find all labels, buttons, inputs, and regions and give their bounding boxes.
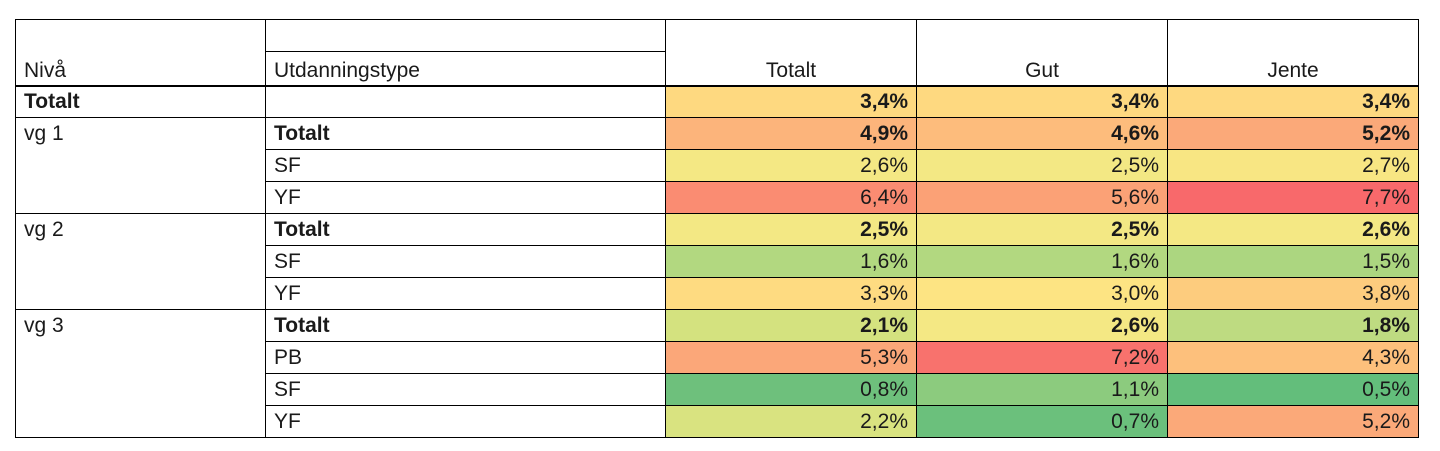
table-row: Totalt 3,4% 3,4% 3,4%	[15, 85, 1419, 118]
cell-totalt: 2,1%	[665, 309, 917, 342]
cell-totalt: 6,4%	[665, 181, 917, 214]
cell-level: Totalt	[15, 85, 266, 118]
header-spacer-level	[15, 19, 266, 52]
cell-totalt: 4,9%	[665, 117, 917, 150]
table-body: Totalt 3,4% 3,4% 3,4% vg 1 Totalt 4,9% 4,6% 5,2%…	[15, 85, 1419, 438]
cell-level	[15, 181, 266, 214]
cell-gut: 2,6%	[916, 309, 1168, 342]
cell-gut: 0,7%	[916, 405, 1168, 438]
cell-totalt: 2,2%	[665, 405, 917, 438]
cell-jente: 3,4%	[1167, 85, 1419, 118]
cell-totalt: 1,6%	[665, 245, 917, 278]
table-row: SF 2,6% 2,5% 2,7%	[15, 149, 1419, 182]
cell-jente: 2,7%	[1167, 149, 1419, 182]
cell-level: vg 1	[15, 117, 266, 150]
cell-jente: 7,7%	[1167, 181, 1419, 214]
cell-jente: 5,2%	[1167, 405, 1419, 438]
table-row: vg 3 Totalt 2,1% 2,6% 1,8%	[15, 309, 1419, 342]
header-type: Utdanningstype	[265, 51, 666, 87]
cell-type: YF	[265, 181, 666, 214]
table-row: vg 1 Totalt 4,9% 4,6% 5,2%	[15, 117, 1419, 150]
cell-totalt: 5,3%	[665, 341, 917, 374]
cell-jente: 4,3%	[1167, 341, 1419, 374]
cell-jente: 3,8%	[1167, 277, 1419, 310]
table-row: YF 2,2% 0,7% 5,2%	[15, 405, 1419, 438]
cell-level	[15, 277, 266, 310]
cell-gut: 2,5%	[916, 213, 1168, 246]
cell-type: Totalt	[265, 213, 666, 246]
cell-level: vg 3	[15, 309, 266, 342]
cell-level	[15, 405, 266, 438]
cell-totalt: 2,5%	[665, 213, 917, 246]
cell-gut: 1,1%	[916, 373, 1168, 406]
cell-jente: 1,8%	[1167, 309, 1419, 342]
cell-gut: 4,6%	[916, 117, 1168, 150]
cell-type: SF	[265, 245, 666, 278]
cell-jente: 2,6%	[1167, 213, 1419, 246]
header-row-top: Totalt Gut Jente	[15, 19, 1419, 87]
header-spacer-type	[265, 19, 666, 52]
table-row: YF 3,3% 3,0% 3,8%	[15, 277, 1419, 310]
cell-level	[15, 245, 266, 278]
cell-gut: 3,4%	[916, 85, 1168, 118]
header-level: Nivå	[15, 51, 266, 87]
cell-totalt: 3,4%	[665, 85, 917, 118]
cell-type: Totalt	[265, 309, 666, 342]
cell-gut: 3,0%	[916, 277, 1168, 310]
cell-totalt: 3,3%	[665, 277, 917, 310]
table-row: vg 2 Totalt 2,5% 2,5% 2,6%	[15, 213, 1419, 246]
cell-gut: 7,2%	[916, 341, 1168, 374]
cell-gut: 5,6%	[916, 181, 1168, 214]
table-row: YF 6,4% 5,6% 7,7%	[15, 181, 1419, 214]
table-row: SF 0,8% 1,1% 0,5%	[15, 373, 1419, 406]
cell-totalt: 0,8%	[665, 373, 917, 406]
cell-type: SF	[265, 373, 666, 406]
cell-gut: 1,6%	[916, 245, 1168, 278]
cell-level: vg 2	[15, 213, 266, 246]
cell-level	[15, 149, 266, 182]
header-jente: Jente	[1167, 19, 1419, 87]
table-row: SF 1,6% 1,6% 1,5%	[15, 245, 1419, 278]
cell-jente: 1,5%	[1167, 245, 1419, 278]
cell-type: SF	[265, 149, 666, 182]
cell-jente: 5,2%	[1167, 117, 1419, 150]
data-table: Totalt Gut Jente Nivå Utdanningstype Tot…	[15, 19, 1419, 438]
cell-type: YF	[265, 405, 666, 438]
header-totalt: Totalt	[665, 19, 917, 87]
cell-jente: 0,5%	[1167, 373, 1419, 406]
cell-type: YF	[265, 277, 666, 310]
cell-totalt: 2,6%	[665, 149, 917, 182]
cell-gut: 2,5%	[916, 149, 1168, 182]
cell-level	[15, 373, 266, 406]
header-gut: Gut	[916, 19, 1168, 87]
cell-type: Totalt	[265, 117, 666, 150]
cell-level	[15, 341, 266, 374]
cell-type: PB	[265, 341, 666, 374]
table-row: PB 5,3% 7,2% 4,3%	[15, 341, 1419, 374]
cell-type	[265, 85, 666, 118]
header-row-bottom: Nivå Utdanningstype	[15, 51, 1419, 87]
